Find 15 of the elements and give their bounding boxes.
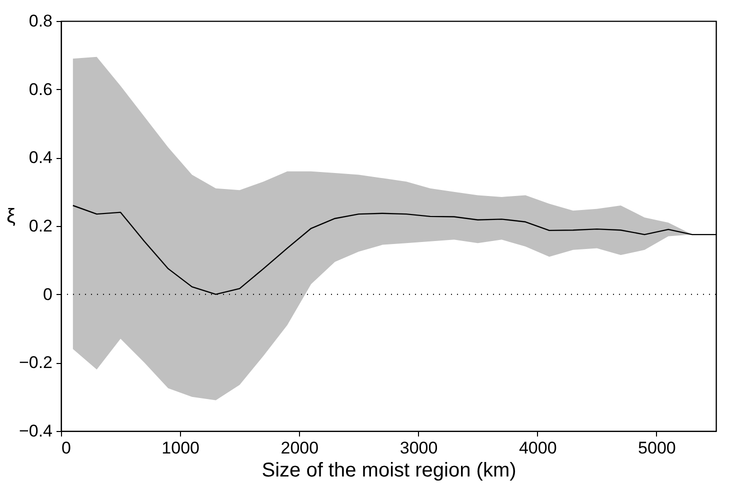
x-axis-title: Size of the moist region (km) bbox=[262, 460, 516, 482]
y-tick-label: −0.2 bbox=[18, 353, 52, 372]
x-tick-label: 5000 bbox=[638, 438, 676, 458]
y-axis-title: ξ bbox=[6, 206, 16, 228]
x-tick-label: 0 bbox=[62, 438, 71, 458]
x-tick-label: 2000 bbox=[280, 438, 319, 458]
y-tick-label: 0 bbox=[43, 284, 52, 304]
y-tick-label: 0.2 bbox=[28, 216, 52, 236]
x-tick-label: 1000 bbox=[162, 438, 200, 458]
x-tick-label: 4000 bbox=[518, 438, 557, 458]
y-tick-label: 0.4 bbox=[28, 148, 52, 168]
y-tick-label: −0.4 bbox=[18, 422, 52, 440]
y-tick-label: 0.6 bbox=[28, 80, 52, 99]
y-tick-label: 0.8 bbox=[28, 12, 52, 30]
x-tick-label: 3000 bbox=[400, 438, 438, 458]
